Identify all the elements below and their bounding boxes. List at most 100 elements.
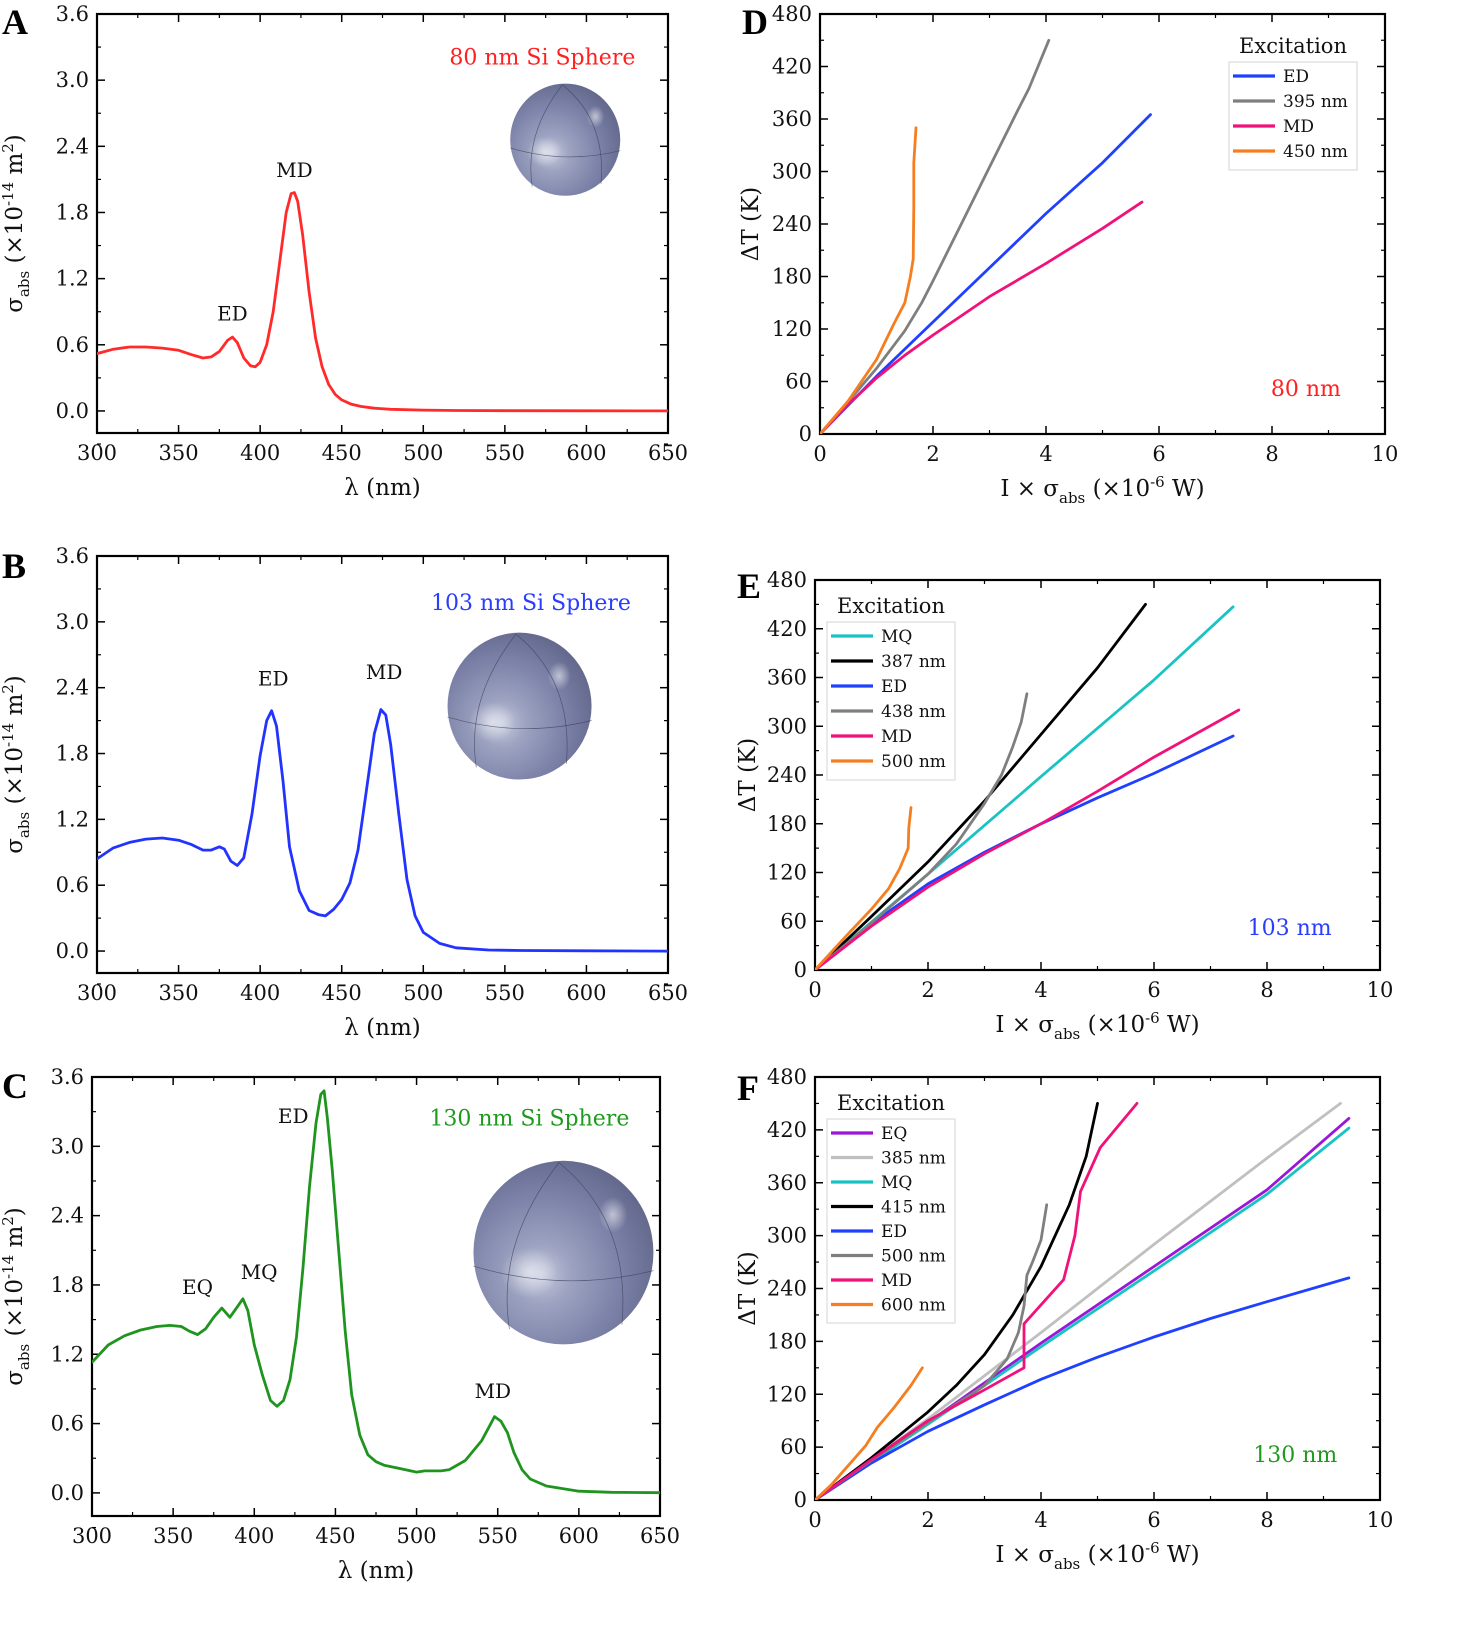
y-tick-label: 1.2 — [51, 1342, 84, 1366]
x-tick-label: 450 — [322, 981, 362, 1005]
legend-item: MD — [831, 1271, 912, 1291]
legend-label: 387 nm — [881, 652, 946, 672]
x-tick-label: 4 — [1039, 442, 1052, 466]
sphere-highlight — [586, 105, 605, 128]
x-tick-label: 450 — [315, 1524, 355, 1548]
sphere-body — [473, 1160, 654, 1345]
series-group — [97, 191, 668, 413]
y-tick-label: 0.6 — [56, 333, 89, 357]
sphere-highlight — [598, 1196, 628, 1233]
x-tick-label: 600 — [566, 981, 606, 1005]
series-line-σ_abs — [97, 191, 668, 413]
y-tick-label: 420 — [767, 617, 807, 641]
series-line-mq — [815, 1126, 1351, 1500]
x-tick-label: 2 — [921, 978, 934, 1002]
legend-label: MD — [881, 727, 912, 747]
y-tick-label: 120 — [772, 317, 812, 341]
x-tick-label: 10 — [1367, 1508, 1394, 1532]
legend-item: 500 nm — [831, 752, 946, 772]
x-tick-label: 600 — [559, 1524, 599, 1548]
y-tick-label: 480 — [767, 1065, 807, 1089]
x-axis-title: λ (nm) — [344, 475, 420, 501]
plot-frame — [95, 554, 670, 975]
sphere-equator-line — [447, 716, 592, 730]
sphere-equator-line — [510, 147, 621, 158]
y-tick-label: 3.6 — [56, 544, 89, 568]
legend-label: ED — [881, 1222, 907, 1242]
series-line-395-nm — [820, 38, 1051, 434]
y-tick-label: 0 — [799, 422, 812, 446]
series-line-600-nm — [815, 1366, 924, 1500]
y-tick-label: 1.2 — [56, 267, 89, 291]
peak-annotation: ED — [258, 666, 289, 690]
x-tick-label: 4 — [1034, 978, 1047, 1002]
sphere-highlight — [547, 661, 571, 691]
x-tick-label: 0 — [813, 442, 826, 466]
legend-item: MD — [831, 727, 912, 747]
legend-box — [826, 621, 956, 781]
sphere-inset-image — [473, 1160, 654, 1345]
y-tick-label: 360 — [767, 1171, 807, 1195]
series-line-σ_abs — [97, 708, 668, 953]
peak-annotation: ED — [217, 302, 248, 326]
sphere-body — [447, 632, 592, 780]
y-tick-label: 480 — [772, 2, 812, 26]
y-tick-label: 0.0 — [51, 1481, 84, 1505]
y-tick-label: 2.4 — [51, 1204, 84, 1228]
x-axis-title: I × σabs (×10-6 W) — [1000, 473, 1204, 507]
y-tick-label: 3.0 — [56, 68, 89, 92]
chart-panel-d: D 0 2 4 6 8 10 0 60 120 180 240 300 360 420 480 I × σabs… — [738, 2, 1398, 507]
y-tick-label: 0.0 — [56, 399, 89, 423]
sphere-highlight — [526, 136, 562, 168]
chart-panel-e: E 0 2 4 6 8 10 0 60 120 180 240 300 360 420 480 I × σabs… — [735, 566, 1393, 1043]
sphere-meridian-line — [558, 1162, 624, 1325]
sphere-size-title: 80 nm Si Sphere — [449, 45, 635, 70]
series-group — [815, 603, 1241, 970]
y-tick-label: 60 — [785, 370, 812, 394]
legend-label: MQ — [881, 627, 912, 647]
y-tick-label: 3.0 — [51, 1134, 84, 1158]
x-tick-label: 500 — [403, 981, 443, 1005]
x-tick-label: 300 — [77, 441, 117, 465]
sphere-body — [510, 83, 621, 196]
series-line-ed — [815, 1276, 1351, 1500]
y-tick-label: 60 — [780, 1435, 807, 1459]
panel-letter: A — [2, 2, 28, 42]
panel-letter: B — [2, 546, 26, 586]
plot-frame — [95, 12, 670, 435]
x-tick-label: 650 — [648, 981, 688, 1005]
series-line-500-nm — [815, 806, 913, 970]
legend-item: 415 nm — [831, 1198, 946, 1218]
legend-label: ED — [1283, 67, 1309, 87]
y-tick-label: 420 — [767, 1118, 807, 1142]
legend-label: 600 nm — [881, 1296, 946, 1316]
legend: Excitation ED 395 nm MD 450 nm — [1228, 34, 1358, 171]
y-axis-title: σabs (×10-14 m2) — [0, 675, 33, 854]
legend-item: MD — [1233, 117, 1314, 137]
sphere-meridian-line — [474, 633, 517, 768]
y-tick-label: 1.8 — [51, 1273, 84, 1297]
y-tick-label: 180 — [767, 1329, 807, 1353]
x-tick-label: 400 — [240, 441, 280, 465]
legend-item: 500 nm — [831, 1247, 946, 1267]
series-line-438-nm — [815, 692, 1029, 970]
legend-label: MD — [1283, 117, 1314, 137]
y-axis-title: ΔT (K) — [735, 738, 761, 812]
chart-panel-f: F 0 2 4 6 8 10 0 60 120 180 240 300 360 420 480 I × σabs… — [735, 1065, 1393, 1573]
sphere-size-label: 80 nm — [1271, 377, 1341, 402]
series-group — [92, 1089, 660, 1495]
x-tick-label: 8 — [1260, 1508, 1273, 1532]
x-axis-title: λ (nm) — [344, 1015, 420, 1041]
y-tick-label: 1.8 — [56, 200, 89, 224]
x-tick-label: 0 — [808, 978, 821, 1002]
sphere-equator-line — [473, 1265, 654, 1282]
y-tick-label: 1.2 — [56, 807, 89, 831]
sphere-highlight — [500, 1247, 559, 1298]
legend-label: 438 nm — [881, 702, 946, 722]
x-tick-label: 6 — [1152, 442, 1165, 466]
series-line-md — [820, 200, 1144, 434]
legend-item: EQ — [831, 1124, 907, 1144]
x-tick-label: 650 — [648, 441, 688, 465]
y-tick-label: 240 — [767, 763, 807, 787]
